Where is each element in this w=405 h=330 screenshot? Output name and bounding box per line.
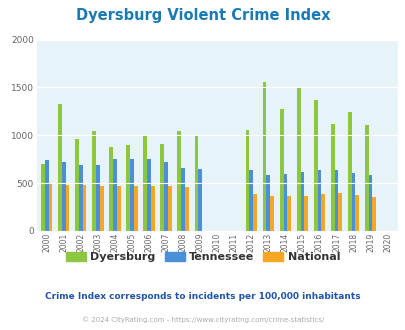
Bar [160, 144, 164, 231]
Bar [368, 175, 371, 231]
Bar [351, 173, 354, 231]
Bar [347, 112, 351, 231]
Bar [130, 159, 134, 231]
Bar [194, 136, 198, 231]
Bar [253, 194, 256, 231]
Bar [143, 136, 147, 231]
Bar [100, 186, 103, 231]
Bar [177, 131, 181, 231]
Bar [198, 169, 202, 231]
Bar [96, 165, 100, 231]
Bar [313, 100, 317, 231]
Bar [58, 104, 62, 231]
Bar [337, 193, 341, 231]
Text: Dyersburg Violent Crime Index: Dyersburg Violent Crime Index [76, 8, 329, 23]
Bar [317, 170, 321, 231]
Bar [245, 130, 249, 231]
Bar [92, 130, 96, 231]
Bar [330, 124, 334, 231]
Bar [41, 164, 45, 231]
Bar [147, 159, 151, 231]
Bar [168, 186, 171, 231]
Bar [62, 162, 66, 231]
Bar [45, 160, 49, 231]
Bar [300, 172, 304, 231]
Bar [371, 197, 375, 231]
Bar [109, 147, 113, 231]
Bar [117, 186, 120, 231]
Bar [354, 195, 358, 231]
Bar [83, 185, 86, 231]
Legend: Dyersburg, Tennessee, National: Dyersburg, Tennessee, National [61, 248, 344, 267]
Bar [249, 170, 253, 231]
Bar [134, 186, 137, 231]
Bar [49, 183, 52, 231]
Bar [321, 194, 324, 231]
Bar [304, 196, 307, 231]
Text: © 2024 CityRating.com - https://www.cityrating.com/crime-statistics/: © 2024 CityRating.com - https://www.city… [82, 316, 323, 323]
Bar [126, 145, 130, 231]
Bar [364, 125, 368, 231]
Bar [181, 168, 185, 231]
Bar [113, 159, 117, 231]
Bar [287, 196, 290, 231]
Bar [296, 87, 300, 231]
Bar [75, 139, 79, 231]
Bar [283, 174, 287, 231]
Bar [185, 187, 188, 231]
Bar [79, 165, 83, 231]
Bar [266, 176, 270, 231]
Bar [262, 82, 266, 231]
Bar [66, 185, 69, 231]
Bar [279, 110, 283, 231]
Bar [270, 196, 273, 231]
Bar [151, 186, 154, 231]
Bar [164, 162, 168, 231]
Bar [334, 170, 337, 231]
Text: Crime Index corresponds to incidents per 100,000 inhabitants: Crime Index corresponds to incidents per… [45, 292, 360, 301]
